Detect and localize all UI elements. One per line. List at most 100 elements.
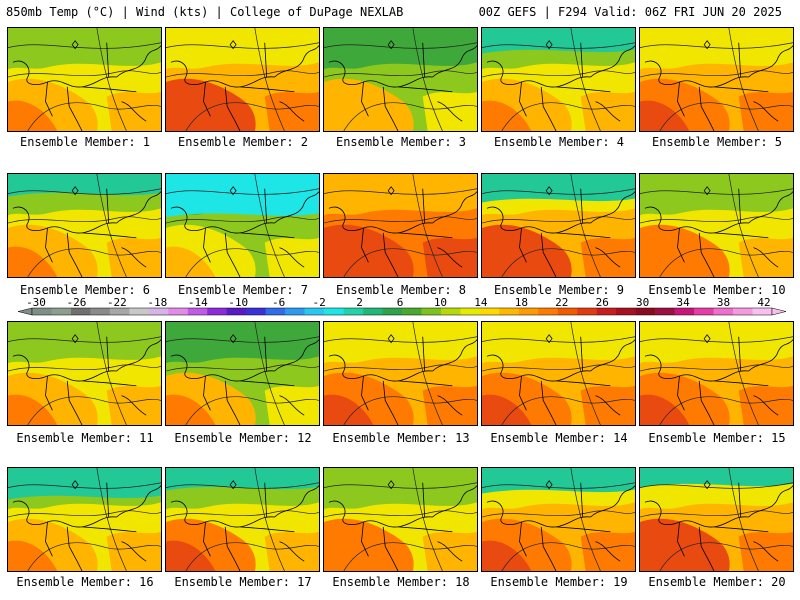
ensemble-member-label: Ensemble Member: 7 [177, 283, 309, 297]
ensemble-member-label: Ensemble Member: 2 [177, 135, 309, 149]
ensemble-map-3 [323, 27, 478, 132]
ensemble-member-label: Ensemble Member: 1 [19, 135, 151, 149]
map-svg [166, 28, 319, 131]
ensemble-member-label: Ensemble Member: 20 [648, 575, 786, 589]
colorbar-swatch [655, 308, 675, 315]
ensemble-member-label: Ensemble Member: 3 [335, 135, 467, 149]
ensemble-map-7 [165, 173, 320, 278]
colorbar-tick-label: 34 [676, 297, 690, 309]
ensemble-map-18 [323, 467, 478, 572]
colorbar-swatch [479, 308, 500, 315]
ensemble-member-label: Ensemble Member: 10 [648, 283, 786, 297]
colorbar-tick-label: 10 [434, 297, 447, 309]
colorbar-swatch [285, 308, 305, 315]
ensemble-member-label: Ensemble Member: 13 [332, 431, 470, 445]
colorbar-tick-label: 2 [356, 297, 363, 309]
colorbar-swatch [557, 308, 578, 315]
map-svg [640, 28, 793, 131]
ensemble-member-label: Ensemble Member: 4 [493, 135, 625, 149]
colorbar-svg: -30 -26 -22 -18 -14 -10 -6 -2 2 6 10 14 18 22 26 30 34 38… [18, 297, 786, 316]
colorbar-swatch [635, 308, 656, 315]
ensemble-member-label: Ensemble Member: 18 [332, 575, 470, 589]
ensemble-map-10 [639, 173, 794, 278]
map-svg [482, 468, 635, 571]
ensemble-member-label: Ensemble Member: 17 [174, 575, 312, 589]
colorbar-swatch [596, 308, 617, 315]
colorbar-tick-label: -26 [67, 297, 87, 309]
colorbar-swatch [674, 308, 695, 315]
colorbar-tick-label: -30 [26, 297, 46, 309]
map-svg [640, 468, 793, 571]
colorbar-tick-label: -6 [272, 297, 285, 309]
map-svg [640, 322, 793, 425]
colorbar-right-arrow [771, 307, 786, 316]
colorbar-swatch [499, 308, 520, 315]
colorbar-swatch [440, 308, 461, 315]
ensemble-member-label: Ensemble Member: 6 [19, 283, 151, 297]
ensemble-map-9 [481, 173, 636, 278]
ensemble-map-16 [7, 467, 162, 572]
map-svg [166, 174, 319, 277]
colorbar-swatch [752, 308, 773, 315]
colorbar-swatch [577, 308, 598, 315]
ensemble-map-17 [165, 467, 320, 572]
colorbar-swatch [616, 308, 636, 315]
colorbar-swatch [518, 308, 539, 315]
colorbar-swatch [32, 308, 52, 315]
ensemble-member-label: Ensemble Member: 14 [490, 431, 628, 445]
colorbar-swatch [129, 308, 150, 315]
colorbar-swatch [382, 308, 403, 315]
map-svg [8, 174, 161, 277]
colorbar-swatch [324, 308, 344, 315]
map-svg [324, 322, 477, 425]
ensemble-map-1 [7, 27, 162, 132]
colorbar-swatch [90, 308, 111, 315]
temperature-colorbar: -30 -26 -22 -18 -14 -10 -6 -2 2 6 10 14 18 22 26 30 34 38… [18, 297, 786, 321]
ensemble-map-12 [165, 321, 320, 426]
colorbar-tick-label: 38 [717, 297, 730, 309]
colorbar-swatch [402, 308, 422, 315]
colorbar-tick-label: -14 [188, 297, 208, 309]
map-svg [8, 28, 161, 131]
colorbar-swatch [343, 308, 364, 315]
ensemble-member-label: Ensemble Member: 15 [648, 431, 786, 445]
ensemble-map-6 [7, 173, 162, 278]
ensemble-map-2 [165, 27, 320, 132]
map-svg [166, 468, 319, 571]
colorbar-tick-label: -10 [228, 297, 248, 309]
map-svg [324, 28, 477, 131]
chart-title: 850mb Temp (°C) | Wind (kts) | College o… [6, 5, 404, 19]
ensemble-member-label: Ensemble Member: 5 [651, 135, 783, 149]
colorbar-swatch [304, 308, 325, 315]
ensemble-member-label: Ensemble Member: 9 [493, 283, 625, 297]
colorbar-swatch [168, 308, 189, 315]
ensemble-member-label: Ensemble Member: 11 [16, 431, 154, 445]
ensemble-map-13 [323, 321, 478, 426]
colorbar-swatch [733, 308, 753, 315]
map-svg [166, 322, 319, 425]
valid-time: 00Z GEFS | F294 Valid: 06Z FRI JUN 20 20… [478, 5, 782, 19]
map-svg [640, 174, 793, 277]
colorbar-swatch [226, 308, 247, 315]
map-svg [482, 28, 635, 131]
colorbar-left-arrow [18, 307, 33, 316]
colorbar-tick-label: 42 [757, 297, 770, 309]
ensemble-member-label: Ensemble Member: 16 [16, 575, 154, 589]
colorbar-swatch [148, 308, 169, 315]
ensemble-member-label: Ensemble Member: 8 [335, 283, 467, 297]
colorbar-tick-label: 14 [474, 297, 488, 309]
colorbar-tick-label: 18 [515, 297, 528, 309]
colorbar-swatch [51, 308, 72, 315]
ensemble-map-5 [639, 27, 794, 132]
colorbar-swatch [713, 308, 734, 315]
ensemble-map-15 [639, 321, 794, 426]
colorbar-swatch [363, 308, 383, 315]
colorbar-tick-label: -22 [107, 297, 127, 309]
colorbar-tick-label: -2 [312, 297, 325, 309]
colorbar-swatch [694, 308, 714, 315]
ensemble-map-14 [481, 321, 636, 426]
ensemble-map-20 [639, 467, 794, 572]
colorbar-tick-label: 6 [397, 297, 404, 309]
colorbar-tick-label: 30 [636, 297, 649, 309]
colorbar-tick-label: -18 [147, 297, 167, 309]
